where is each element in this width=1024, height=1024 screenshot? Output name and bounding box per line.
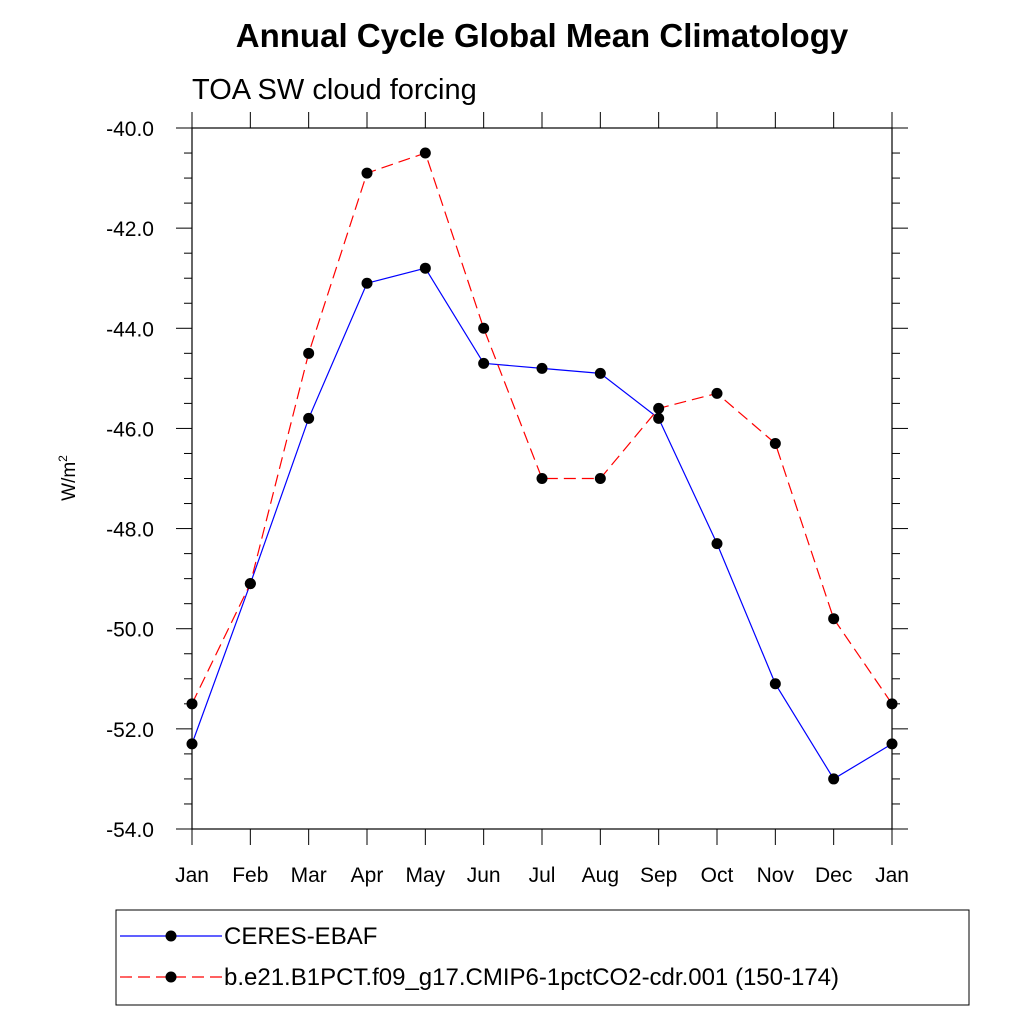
x-tick-label: Jul <box>529 864 556 887</box>
data-point-s0-4 <box>419 262 431 274</box>
legend-label-model: b.e21.B1PCT.f09_g17.CMIP6-1pctCO2-cdr.00… <box>224 964 839 991</box>
x-tick-label: Jun <box>467 864 501 887</box>
y-axis-ticks: -40.0 -42.0 -44.0 -46.0 -48.0 -50.0 -52.0 -54.0 <box>106 118 908 842</box>
y-tick-label: -46.0 <box>106 418 154 441</box>
data-point-s0-8 <box>653 412 665 424</box>
data-point-s0-11 <box>828 773 840 785</box>
x-tick-label: Jan <box>175 864 209 887</box>
y-tick-label: -42.0 <box>106 218 154 241</box>
x-tick-label: Apr <box>351 864 384 887</box>
data-point-s1-8 <box>653 402 665 414</box>
data-point-s0-5 <box>478 357 490 369</box>
series-layer <box>186 147 898 785</box>
y-tick-label: -40.0 <box>106 118 154 141</box>
data-point-s0-10 <box>769 678 781 690</box>
data-point-s1-10 <box>769 437 781 449</box>
data-point-s1-5 <box>478 322 490 334</box>
series-line-0 <box>191 267 893 780</box>
legend-marker-model <box>165 971 177 983</box>
y-tick-label: -48.0 <box>106 519 154 542</box>
x-tick-label: Oct <box>701 864 734 887</box>
y-axis-label: W/m2 <box>56 455 80 501</box>
data-point-s1-1 <box>244 578 256 590</box>
y-tick-label: -52.0 <box>106 719 154 742</box>
data-point-s1-11 <box>828 613 840 625</box>
data-point-s1-3 <box>361 167 373 179</box>
y-tick-label: -44.0 <box>106 318 154 341</box>
legend-marker-ceres <box>165 930 177 942</box>
plot-frame <box>191 127 893 830</box>
data-point-s0-7 <box>594 367 606 379</box>
data-point-s1-4 <box>419 147 431 159</box>
x-tick-label: May <box>405 864 445 887</box>
data-point-s1-6 <box>536 473 548 484</box>
legend: CERES-EBAF b.e21.B1PCT.f09_g17.CMIP6-1pc… <box>115 909 970 1006</box>
data-point-s1-9 <box>711 387 723 399</box>
data-point-s1-2 <box>303 347 315 359</box>
data-point-s0-2 <box>303 412 315 424</box>
x-axis-ticks: Jan Feb Mar Apr May Jun Jul Aug Sep Oct Nov Dec Jan <box>175 112 909 887</box>
legend-box <box>115 909 970 1006</box>
x-tick-label: Nov <box>757 864 795 887</box>
x-tick-label: Jan <box>875 864 909 887</box>
y-tick-label: -50.0 <box>106 619 154 642</box>
data-point-s0-6 <box>536 362 548 374</box>
x-tick-label: Mar <box>291 864 327 887</box>
chart-title: Annual Cycle Global Mean Climatology <box>236 17 849 54</box>
data-point-s0-3 <box>361 277 373 289</box>
series-line-1 <box>191 152 893 705</box>
y-tick-label: -54.0 <box>106 819 154 842</box>
x-tick-label: Aug <box>582 864 619 887</box>
chart-subtitle: TOA SW cloud forcing <box>192 74 477 106</box>
x-tick-label: Feb <box>232 864 268 887</box>
x-tick-label: Sep <box>640 864 677 887</box>
data-point-s1-7 <box>594 473 606 484</box>
x-tick-label: Dec <box>815 864 852 887</box>
data-point-s0-9 <box>711 538 723 550</box>
legend-label-ceres: CERES-EBAF <box>224 923 377 950</box>
